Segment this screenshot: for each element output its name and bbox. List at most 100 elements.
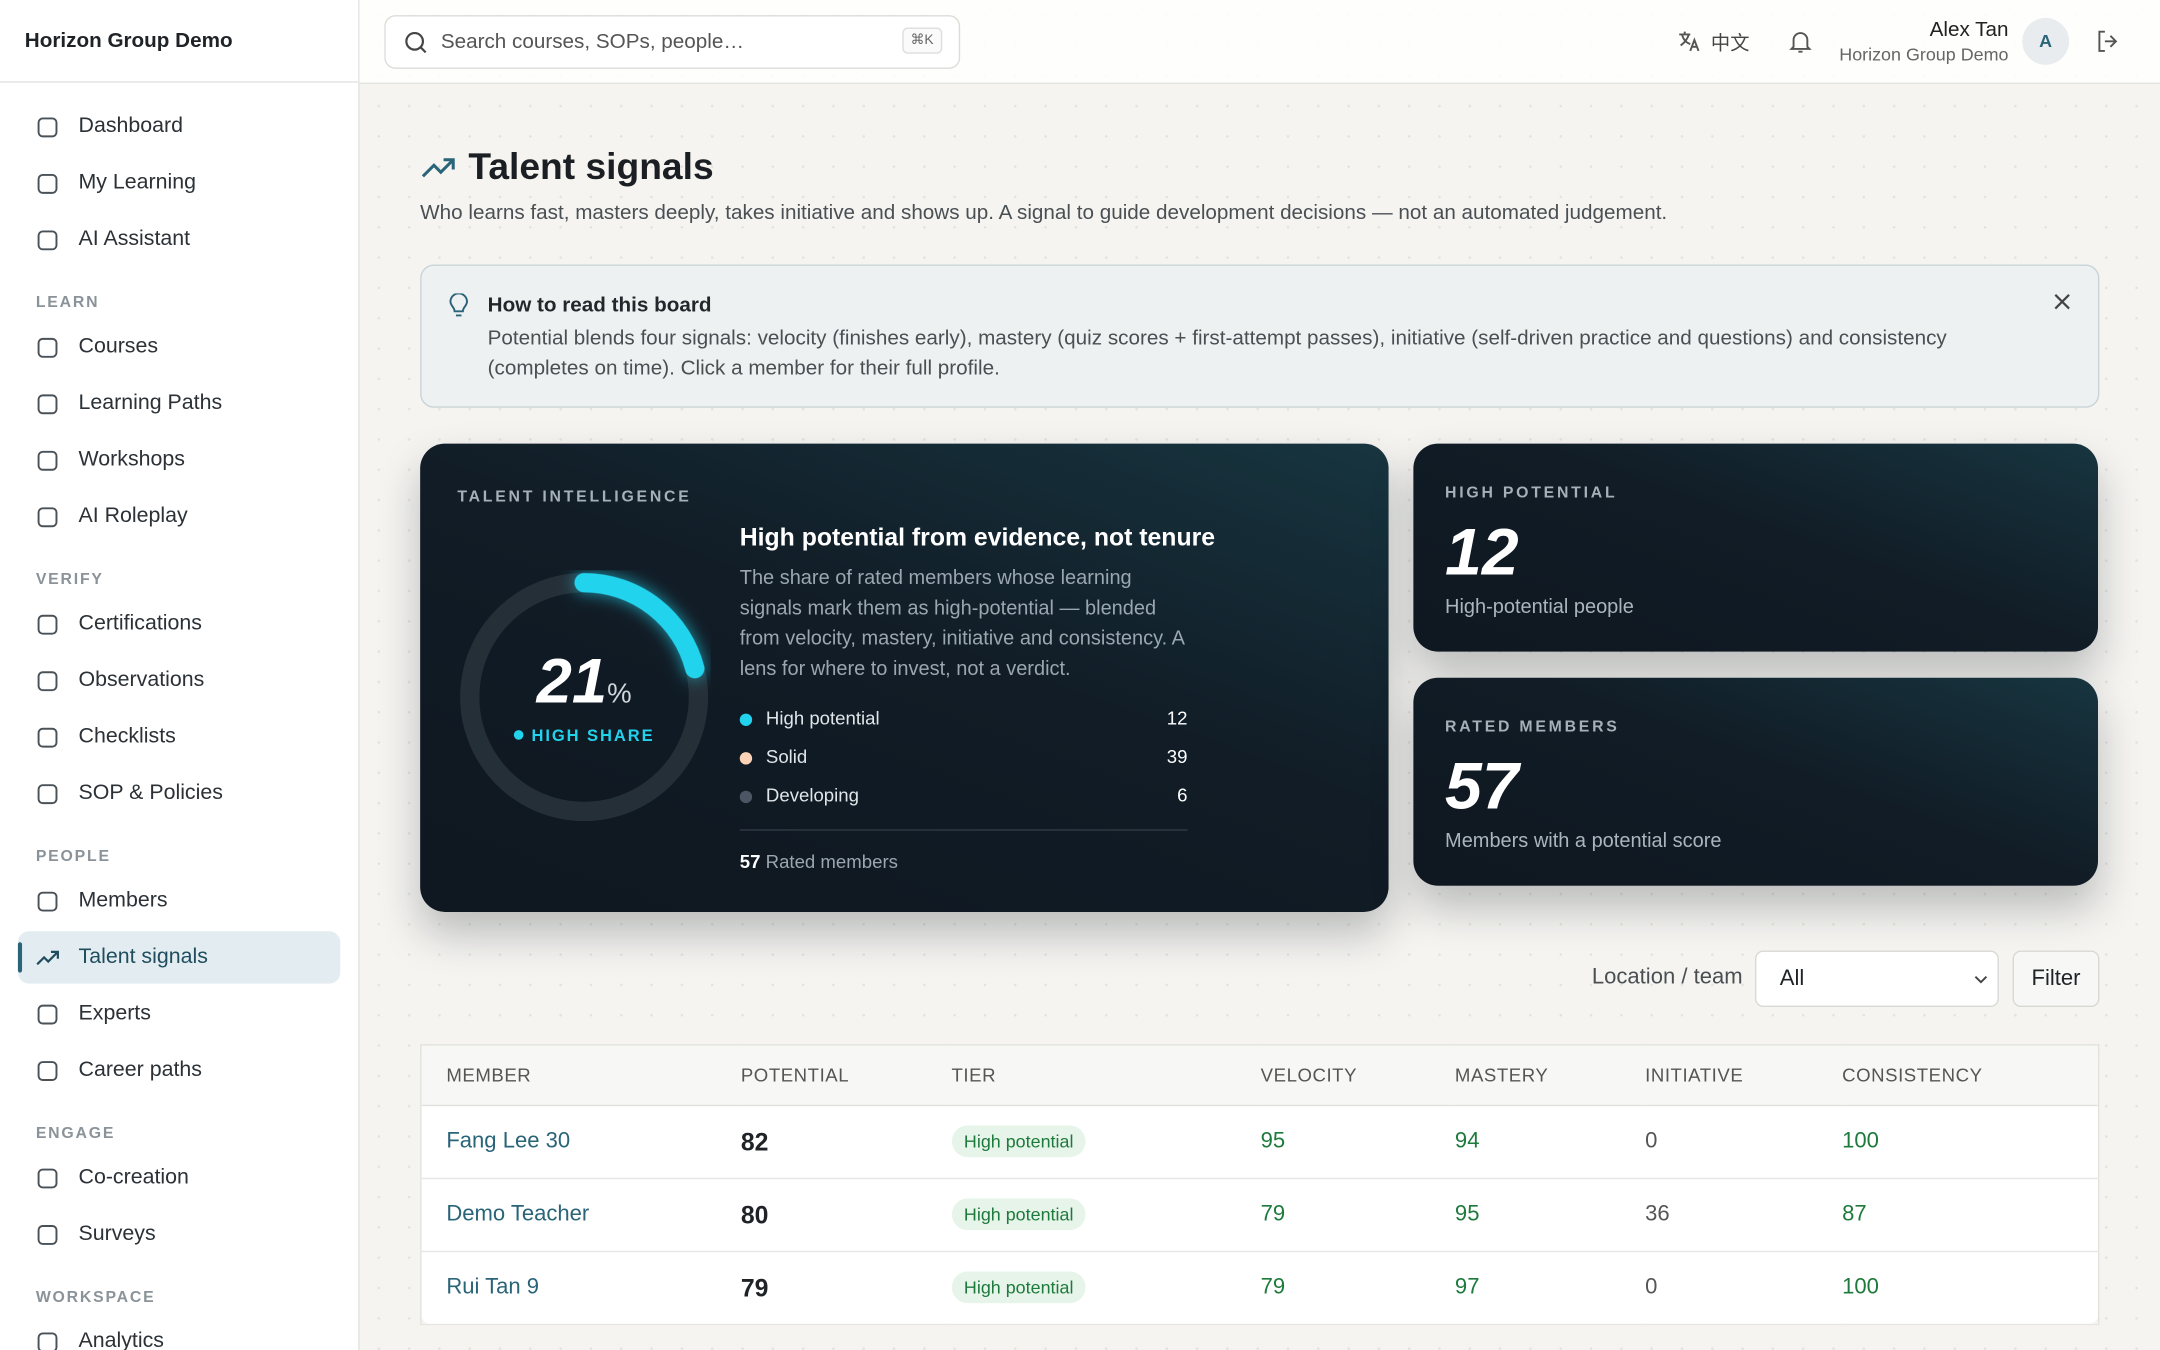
- nav-label: My Learning: [78, 170, 197, 195]
- icon-shape: [37, 1224, 58, 1245]
- info-box: How to read this board Potential blends …: [420, 264, 2100, 408]
- nav-item[interactable]: SOP & Policies: [18, 767, 340, 819]
- cell: 100: [1842, 1105, 2099, 1180]
- stat-card: HIGH POTENTIAL 12 High-potential people: [1413, 443, 2099, 652]
- select-value: All: [1779, 967, 1805, 991]
- table-row[interactable]: Fang Lee 30 82 High potential 95 94 0 100: [420, 1105, 2099, 1180]
- nav-item[interactable]: Members: [18, 875, 340, 927]
- column-header: INITIATIVE: [1645, 1044, 1843, 1107]
- select[interactable]: All: [1754, 950, 1999, 1007]
- column-header: POTENTIAL: [740, 1044, 952, 1107]
- nav-icon: [37, 783, 58, 804]
- legend-value: 39: [1166, 746, 1188, 768]
- nav-label: AI Roleplay: [78, 504, 188, 528]
- cell: 97: [1454, 1251, 1646, 1326]
- column-header: TIER: [951, 1044, 1261, 1107]
- nav-item[interactable]: AI Roleplay: [18, 490, 340, 542]
- avatar[interactable]: A: [2022, 17, 2070, 65]
- nav-item[interactable]: Observations: [18, 654, 340, 706]
- nav-icon: [37, 1003, 58, 1024]
- legend-dot: [739, 790, 753, 804]
- nav-icon: [37, 173, 58, 194]
- nav-icon: [37, 670, 58, 691]
- score: 94: [1454, 1129, 1480, 1154]
- search-placeholder: Search courses, SOPs, people…: [440, 30, 745, 54]
- score: 95: [1260, 1129, 1286, 1154]
- nav: Dashboard My Learning AI Assistant LEARN Cou…: [0, 83, 358, 1350]
- total-label: Rated members: [765, 851, 898, 872]
- score: 87: [1842, 1202, 1867, 1227]
- nav-label: Courses: [78, 334, 159, 359]
- nav-section: WORKSPACE: [35, 1289, 156, 1306]
- cell: 100: [1842, 1251, 2099, 1326]
- icon-shape: [37, 890, 58, 911]
- search-box[interactable]: Search courses, SOPs, people… ⌘K: [384, 15, 961, 69]
- nav-item[interactable]: My Learning: [18, 157, 340, 209]
- icon-shape: [37, 393, 58, 414]
- nav-item[interactable]: Courses: [18, 321, 340, 373]
- language-icon[interactable]: [1676, 29, 1701, 54]
- user-org: Horizon Group Demo: [1839, 44, 2009, 65]
- icon-shape: [37, 727, 58, 747]
- nav-section: ENGAGE: [35, 1125, 116, 1142]
- stat-eyebrow: HIGH POTENTIAL: [1445, 484, 1618, 502]
- nav-label: Co-creation: [78, 1165, 189, 1189]
- nav-icon: [37, 1224, 58, 1245]
- icon-shape: [37, 506, 58, 527]
- close-icon[interactable]: [2053, 292, 2072, 311]
- nav-icon: [37, 890, 58, 911]
- filter-button[interactable]: Filter: [2012, 950, 2100, 1007]
- icon-shape: [37, 1331, 58, 1350]
- stat-caption: Members with a potential score: [1445, 830, 1722, 853]
- potential: 79: [740, 1273, 769, 1302]
- nav-icon: [37, 337, 58, 358]
- nav-item[interactable]: Career paths: [18, 1044, 340, 1096]
- cell: 95: [1260, 1105, 1455, 1180]
- score: 79: [1260, 1202, 1286, 1227]
- logout-icon[interactable]: [2095, 29, 2120, 54]
- tier-pill: High potential: [951, 1271, 1086, 1304]
- nav-label: Certifications: [78, 611, 202, 636]
- member-name[interactable]: Rui Tan 9: [446, 1275, 540, 1300]
- nav-section: PEOPLE: [35, 848, 111, 866]
- nav-item[interactable]: Analytics: [18, 1316, 340, 1350]
- cell: High potential: [951, 1251, 1261, 1326]
- nav-item[interactable]: Experts: [18, 988, 340, 1040]
- user-name: Alex Tan: [1929, 17, 2009, 42]
- score: 0: [1645, 1129, 1658, 1154]
- cell: 36: [1645, 1178, 1843, 1253]
- cell: 80: [740, 1178, 952, 1253]
- nav-label: Talent signals: [78, 944, 208, 969]
- icon-shape: [37, 783, 58, 804]
- member-name[interactable]: Demo Teacher: [446, 1202, 590, 1227]
- shortcut: ⌘K: [902, 27, 942, 54]
- nav-item[interactable]: Checklists: [18, 711, 340, 763]
- nav-icon: [37, 450, 58, 471]
- table-row[interactable]: Rui Tan 9 79 High potential 79 97 0 100: [420, 1251, 2099, 1326]
- icon-shape: [37, 1167, 58, 1188]
- language[interactable]: 中文: [1710, 31, 1750, 54]
- table-row[interactable]: Demo Teacher 80 High potential 79 95 36 87: [420, 1178, 2099, 1253]
- nav-item[interactable]: Talent signals: [17, 931, 341, 984]
- nav-item[interactable]: Workshops: [18, 434, 340, 486]
- nav-item[interactable]: Dashboard: [18, 101, 340, 153]
- nav-label: Career paths: [78, 1057, 202, 1082]
- cell: Demo Teacher: [420, 1178, 741, 1253]
- nav-icon: [37, 1060, 58, 1081]
- nav-item[interactable]: Surveys: [18, 1208, 340, 1260]
- icon-shape: [37, 614, 58, 634]
- share-label: HIGH SHARE: [531, 725, 655, 746]
- nav-item[interactable]: Co-creation: [18, 1152, 340, 1204]
- nav-item[interactable]: AI Assistant: [18, 214, 340, 266]
- hero-description: The share of rated members whose learnin…: [739, 567, 1184, 681]
- potential: 82: [740, 1127, 769, 1156]
- cell: 0: [1645, 1251, 1843, 1326]
- bell-icon[interactable]: [1788, 29, 1813, 54]
- hero-card: TALENT INTELLIGENCE 21% HIGH SHARE High …: [420, 443, 1389, 912]
- nav-item[interactable]: Learning Paths: [18, 377, 340, 429]
- nav-icon: [37, 116, 58, 137]
- nav-item[interactable]: Certifications: [18, 598, 340, 650]
- member-name[interactable]: Fang Lee 30: [446, 1129, 571, 1154]
- nav-icon: [37, 1331, 58, 1350]
- table: MEMBER POTENTIAL TIER VELOCITY MASTERY INITIA…: [420, 1044, 2100, 1326]
